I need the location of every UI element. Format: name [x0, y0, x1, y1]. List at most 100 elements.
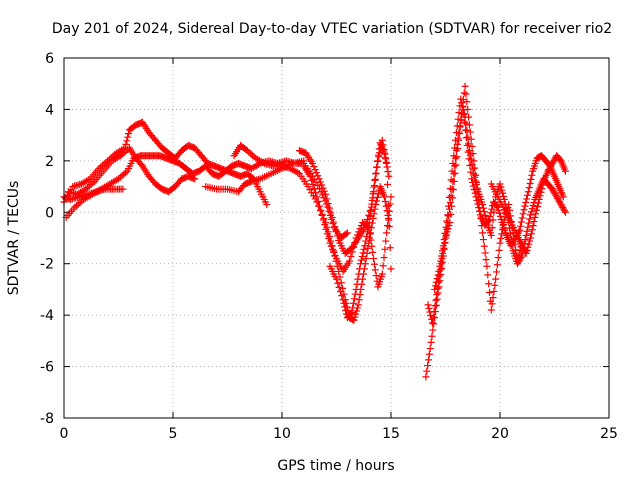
data-point: [73, 202, 81, 210]
data-point: [347, 253, 355, 261]
data-point: [482, 215, 490, 223]
data-point: [326, 204, 334, 212]
data-point: [461, 82, 469, 90]
series-arc-4: [60, 185, 127, 203]
data-point: [459, 106, 467, 114]
data-point: [320, 187, 328, 195]
data-point: [461, 113, 469, 121]
data-point: [446, 185, 454, 193]
data-point: [489, 294, 497, 302]
data-point: [323, 230, 331, 238]
data-point: [439, 242, 447, 250]
data-point: [333, 275, 340, 283]
x-tick-label: 5: [169, 426, 178, 442]
data-point: [460, 110, 468, 118]
data-point: [468, 160, 476, 168]
data-point: [312, 189, 320, 197]
data-point: [386, 244, 394, 252]
data-point: [332, 227, 340, 235]
data-point: [523, 246, 531, 254]
data-point: [329, 218, 337, 226]
data-point: [309, 181, 317, 189]
data-point: [516, 222, 524, 230]
data-point: [426, 345, 434, 353]
data-point: [338, 292, 346, 300]
data-point: [424, 362, 432, 370]
data-point: [531, 213, 539, 221]
data-point: [380, 193, 388, 201]
data-point: [493, 268, 501, 276]
data-point: [324, 200, 332, 208]
data-point: [348, 309, 356, 317]
series-arc-9: [326, 136, 395, 322]
data-point: [499, 189, 507, 197]
data-point: [517, 254, 525, 262]
data-point: [123, 137, 131, 145]
data-point: [381, 150, 389, 158]
data-point: [425, 350, 433, 358]
y-tick-label: -6: [40, 360, 54, 376]
data-point: [370, 188, 378, 196]
y-axis-label: SDTVAR / TECUs: [6, 181, 22, 296]
data-point: [518, 252, 526, 260]
data-point: [365, 219, 373, 227]
data-point: [496, 212, 504, 220]
data-point: [455, 109, 463, 117]
data-point: [367, 236, 375, 244]
data-point: [473, 184, 481, 192]
data-point: [496, 239, 504, 247]
data-point: [498, 230, 506, 238]
data-point: [352, 234, 360, 242]
data-point: [436, 262, 444, 270]
data-point: [529, 202, 537, 210]
data-point: [528, 205, 536, 213]
data-point: [355, 228, 363, 236]
data-point: [323, 195, 331, 203]
data-point: [364, 223, 372, 231]
data-point: [517, 218, 525, 226]
data-point: [372, 272, 380, 280]
data-point: [489, 216, 497, 224]
data-point: [353, 307, 361, 315]
data-point: [497, 183, 505, 191]
data-point: [370, 182, 378, 190]
data-point: [372, 169, 380, 177]
data-point: [472, 177, 480, 185]
data-point: [450, 152, 458, 160]
data-point: [488, 300, 496, 308]
data-point: [481, 249, 489, 257]
data-point: [339, 296, 347, 304]
data-point: [465, 147, 473, 155]
data-point: [329, 245, 337, 253]
data-point: [457, 95, 465, 103]
y-tick-label: -4: [40, 308, 54, 324]
data-point: [452, 136, 460, 144]
data-point: [429, 313, 437, 321]
data-point: [341, 303, 349, 311]
data-point: [316, 178, 324, 186]
data-point: [466, 151, 474, 159]
data-point: [490, 208, 498, 216]
data-point: [524, 223, 532, 231]
data-point: [358, 253, 366, 261]
data-point: [427, 338, 435, 346]
y-tick-label: 4: [45, 102, 54, 118]
data-point: [432, 278, 440, 286]
data-point: [467, 156, 475, 164]
data-point: [432, 296, 440, 304]
data-point: [522, 199, 530, 207]
data-point: [469, 165, 477, 173]
data-point: [382, 237, 390, 245]
data-point: [444, 211, 452, 219]
data-point: [561, 208, 569, 216]
data-point: [355, 296, 363, 304]
data-point: [466, 128, 474, 136]
data-point: [359, 249, 367, 257]
data-point: [434, 271, 442, 279]
data-point: [442, 223, 450, 231]
data-point: [445, 193, 453, 201]
data-point: [310, 185, 318, 193]
data-point: [425, 304, 433, 312]
series-arc-2: [64, 144, 199, 198]
data-point: [479, 236, 487, 244]
